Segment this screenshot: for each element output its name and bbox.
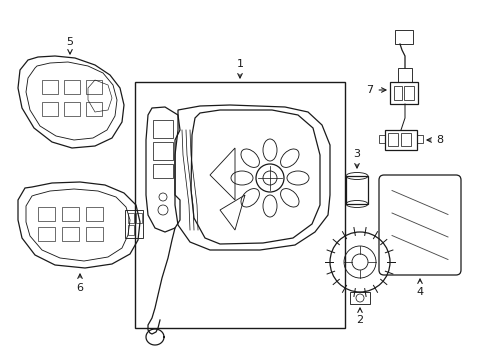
Bar bbox=[38, 207, 55, 221]
Text: 6: 6 bbox=[76, 274, 83, 293]
Text: 3: 3 bbox=[353, 149, 360, 168]
Bar bbox=[136, 213, 142, 223]
Bar bbox=[135, 82, 345, 328]
Bar bbox=[378, 135, 384, 143]
Text: 8: 8 bbox=[426, 135, 443, 145]
Bar bbox=[38, 227, 55, 241]
Bar bbox=[400, 133, 410, 146]
Bar bbox=[42, 80, 58, 94]
Bar bbox=[393, 86, 401, 100]
Bar bbox=[64, 102, 80, 116]
Bar bbox=[128, 213, 134, 223]
Bar bbox=[403, 86, 413, 100]
Text: 5: 5 bbox=[66, 37, 73, 54]
Text: 1: 1 bbox=[236, 59, 243, 78]
Bar bbox=[86, 80, 102, 94]
Bar bbox=[153, 142, 173, 160]
Bar bbox=[153, 164, 173, 178]
Bar bbox=[128, 225, 134, 235]
Text: 4: 4 bbox=[416, 279, 423, 297]
Bar bbox=[62, 227, 79, 241]
Bar bbox=[397, 68, 411, 82]
Bar bbox=[389, 82, 417, 104]
Bar bbox=[42, 102, 58, 116]
Text: 2: 2 bbox=[356, 308, 363, 325]
Bar bbox=[64, 80, 80, 94]
Bar bbox=[153, 120, 173, 138]
Bar bbox=[86, 227, 103, 241]
Bar bbox=[416, 135, 422, 143]
Text: 7: 7 bbox=[366, 85, 385, 95]
Bar bbox=[387, 133, 397, 146]
Bar bbox=[346, 176, 367, 204]
Bar bbox=[349, 292, 369, 304]
Bar bbox=[86, 102, 102, 116]
Bar bbox=[86, 207, 103, 221]
Bar bbox=[394, 30, 412, 44]
Bar bbox=[62, 207, 79, 221]
Bar bbox=[384, 130, 416, 150]
Bar bbox=[125, 210, 142, 238]
